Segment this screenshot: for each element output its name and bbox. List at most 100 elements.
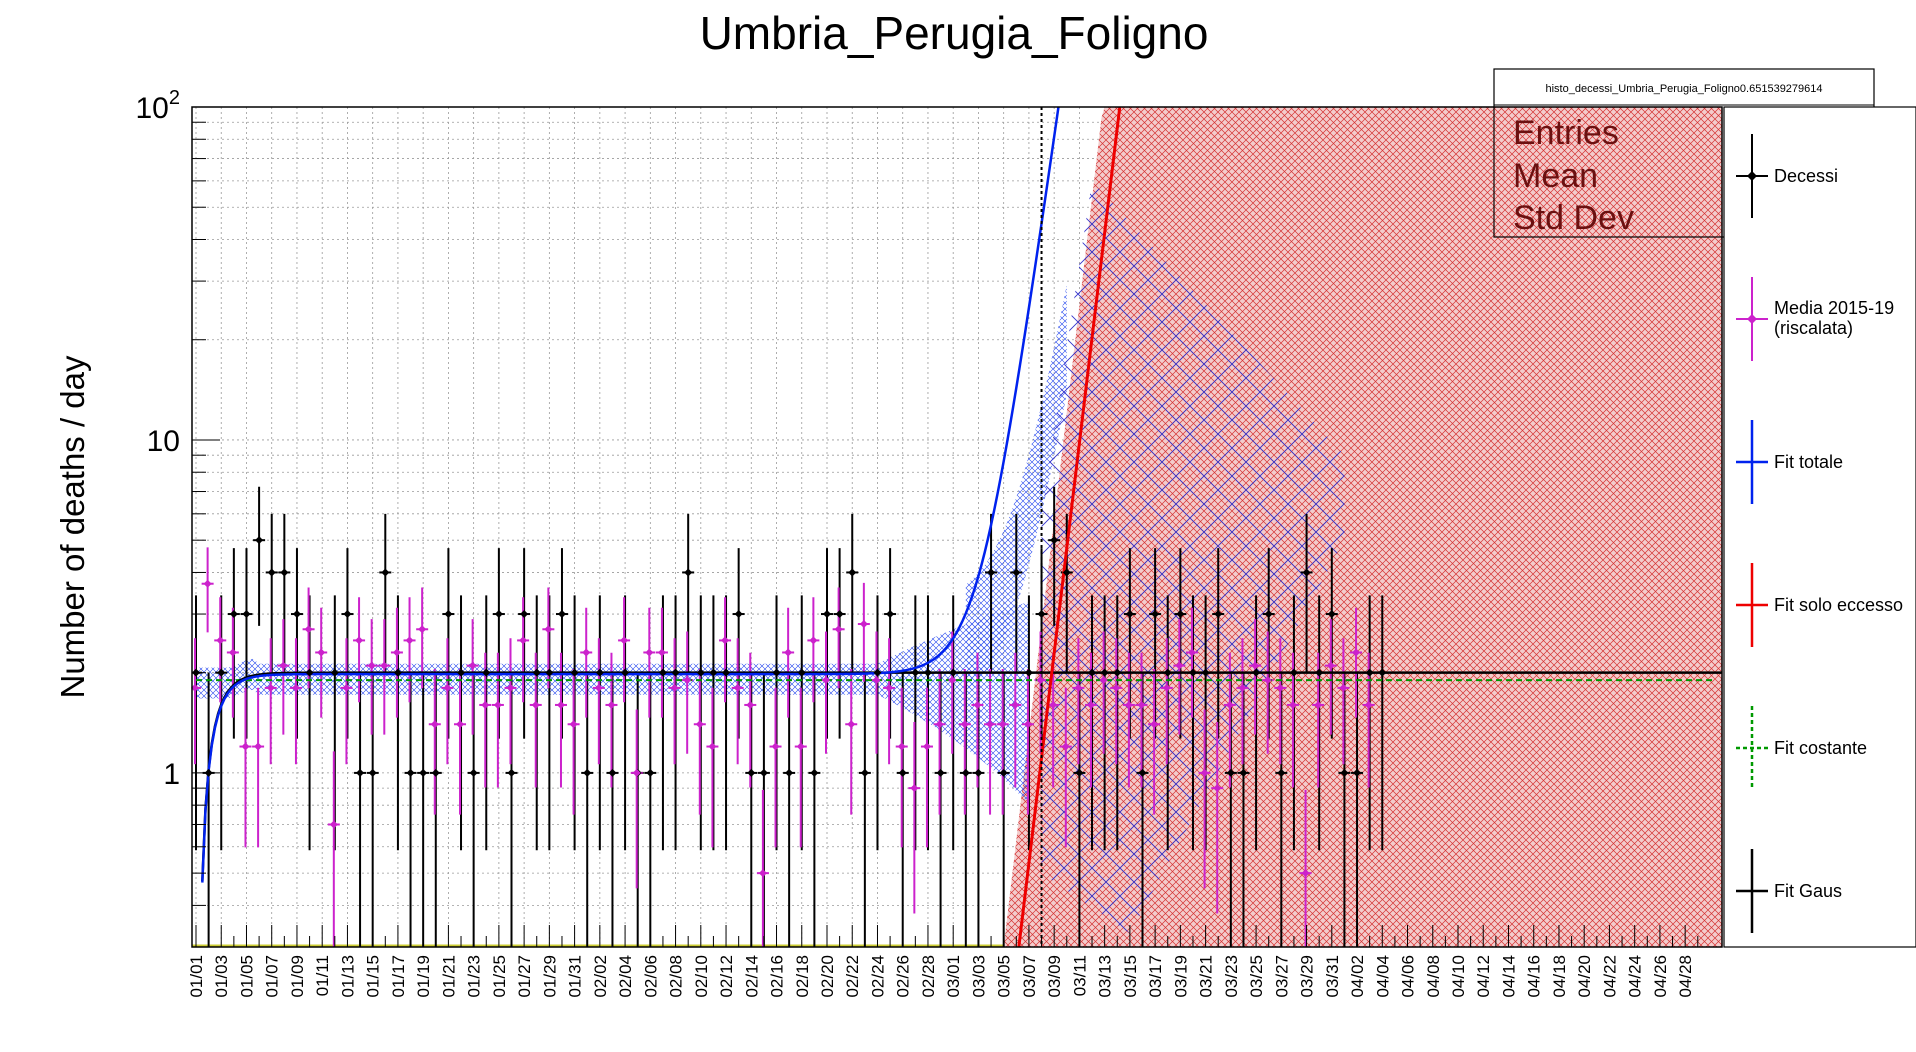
point-decessi: [1012, 568, 1021, 577]
legend-label: Fit totale: [1774, 452, 1843, 472]
stats-entries: Entries: [1513, 114, 1619, 152]
x-tick-label: 03/07: [1020, 955, 1039, 998]
point-decessi: [1024, 668, 1033, 677]
point-media: [1187, 648, 1196, 657]
point-decessi: [1277, 768, 1286, 777]
point-media: [847, 720, 856, 729]
x-tick-label: 01/11: [313, 955, 332, 996]
x-tick-label: 02/18: [793, 955, 812, 998]
point-decessi: [999, 768, 1008, 777]
x-tick-label: 01/31: [566, 955, 585, 998]
point-decessi: [532, 668, 541, 677]
point-media: [1087, 700, 1096, 709]
point-media: [973, 700, 982, 709]
point-decessi: [583, 768, 592, 777]
point-media: [834, 625, 843, 634]
point-decessi: [911, 668, 920, 677]
point-media: [1162, 683, 1171, 692]
x-tick-label: 01/05: [237, 955, 256, 998]
point-decessi: [671, 668, 680, 677]
x-tick-label: 04/26: [1651, 955, 1670, 998]
point-media: [1112, 683, 1121, 692]
point-decessi: [1100, 668, 1109, 677]
point-decessi: [722, 668, 731, 677]
x-tick-label: 01/21: [439, 955, 458, 998]
stats-mean: Mean: [1513, 157, 1598, 195]
legend: Decessi Media 2015-19(riscalata) Fit total…: [1723, 106, 1916, 948]
x-tick-label: 02/26: [894, 955, 913, 998]
point-decessi: [759, 768, 768, 777]
point-media: [784, 648, 793, 657]
point-media: [859, 620, 868, 629]
point-decessi: [1050, 536, 1059, 545]
point-decessi: [494, 610, 503, 619]
point-media: [809, 636, 818, 645]
point-media: [897, 742, 906, 751]
point-media: [733, 683, 742, 692]
x-tick-label: 01/01: [187, 955, 206, 998]
legend-label-2: (riscalata): [1774, 318, 1853, 338]
x-tick-label: 01/09: [288, 955, 307, 998]
x-tick-label: 03/09: [1045, 955, 1064, 998]
x-tick-label: 02/28: [919, 955, 938, 998]
point-decessi: [936, 768, 945, 777]
point-decessi: [848, 568, 857, 577]
x-tick-label: 03/03: [969, 955, 988, 998]
point-media: [380, 661, 389, 670]
y-axis: 1 10 102: [136, 87, 220, 906]
point-decessi: [621, 668, 630, 677]
point-decessi: [1353, 768, 1362, 777]
point-decessi: [772, 668, 781, 677]
point-decessi: [469, 768, 478, 777]
point-media: [1314, 700, 1323, 709]
point-media: [986, 720, 995, 729]
x-tick-label: 03/27: [1272, 955, 1291, 998]
point-media: [317, 648, 326, 657]
point-decessi: [1315, 668, 1324, 677]
x-tick-label: 02/08: [667, 955, 686, 998]
point-decessi: [280, 568, 289, 577]
point-media: [960, 720, 969, 729]
point-decessi: [1075, 768, 1084, 777]
legend-entry: Media 2015-19(riscalata): [1736, 277, 1894, 361]
point-decessi: [1062, 568, 1071, 577]
plot-frame: [191, 106, 1723, 948]
point-media: [392, 648, 401, 657]
chart-title: Umbria_Perugia_Foligno: [700, 7, 1209, 59]
point-decessi: [1151, 610, 1160, 619]
point-media: [1023, 720, 1032, 729]
point-decessi: [595, 668, 604, 677]
x-tick-label: 04/24: [1626, 955, 1645, 998]
point-media: [746, 700, 755, 709]
legend-entry: Decessi: [1736, 134, 1838, 218]
point-media: [657, 648, 666, 657]
point-decessi: [217, 668, 226, 677]
point-media: [645, 648, 654, 657]
point-media: [430, 720, 439, 729]
x-axis: 01/01 01/03 01/05 01/07 01/09 01/11 01/13 01/15…: [187, 925, 1699, 998]
legend-label: Fit solo eccesso: [1774, 595, 1903, 615]
point-media: [607, 700, 616, 709]
x-tick-label: 04/08: [1424, 955, 1443, 998]
point-media: [493, 700, 502, 709]
point-media: [544, 625, 553, 634]
point-decessi: [267, 568, 276, 577]
x-tick-label: 02/14: [742, 955, 761, 998]
point-media: [266, 683, 275, 692]
legend-box: [1723, 106, 1916, 948]
point-media: [1137, 700, 1146, 709]
x-tick-label: 03/17: [1146, 955, 1165, 998]
point-decessi: [406, 768, 415, 777]
point-media: [1339, 683, 1348, 692]
stats-box: histo_decessi_Umbria_Perugia_Foligno0.65…: [1493, 68, 1875, 238]
point-decessi: [393, 668, 402, 677]
point-decessi: [1201, 668, 1210, 677]
point-decessi: [457, 668, 466, 677]
point-media: [329, 820, 338, 829]
point-media: [822, 676, 830, 685]
point-media: [922, 742, 931, 751]
x-tick-label: 01/27: [515, 955, 534, 998]
point-decessi: [734, 610, 743, 619]
point-decessi: [987, 568, 996, 577]
